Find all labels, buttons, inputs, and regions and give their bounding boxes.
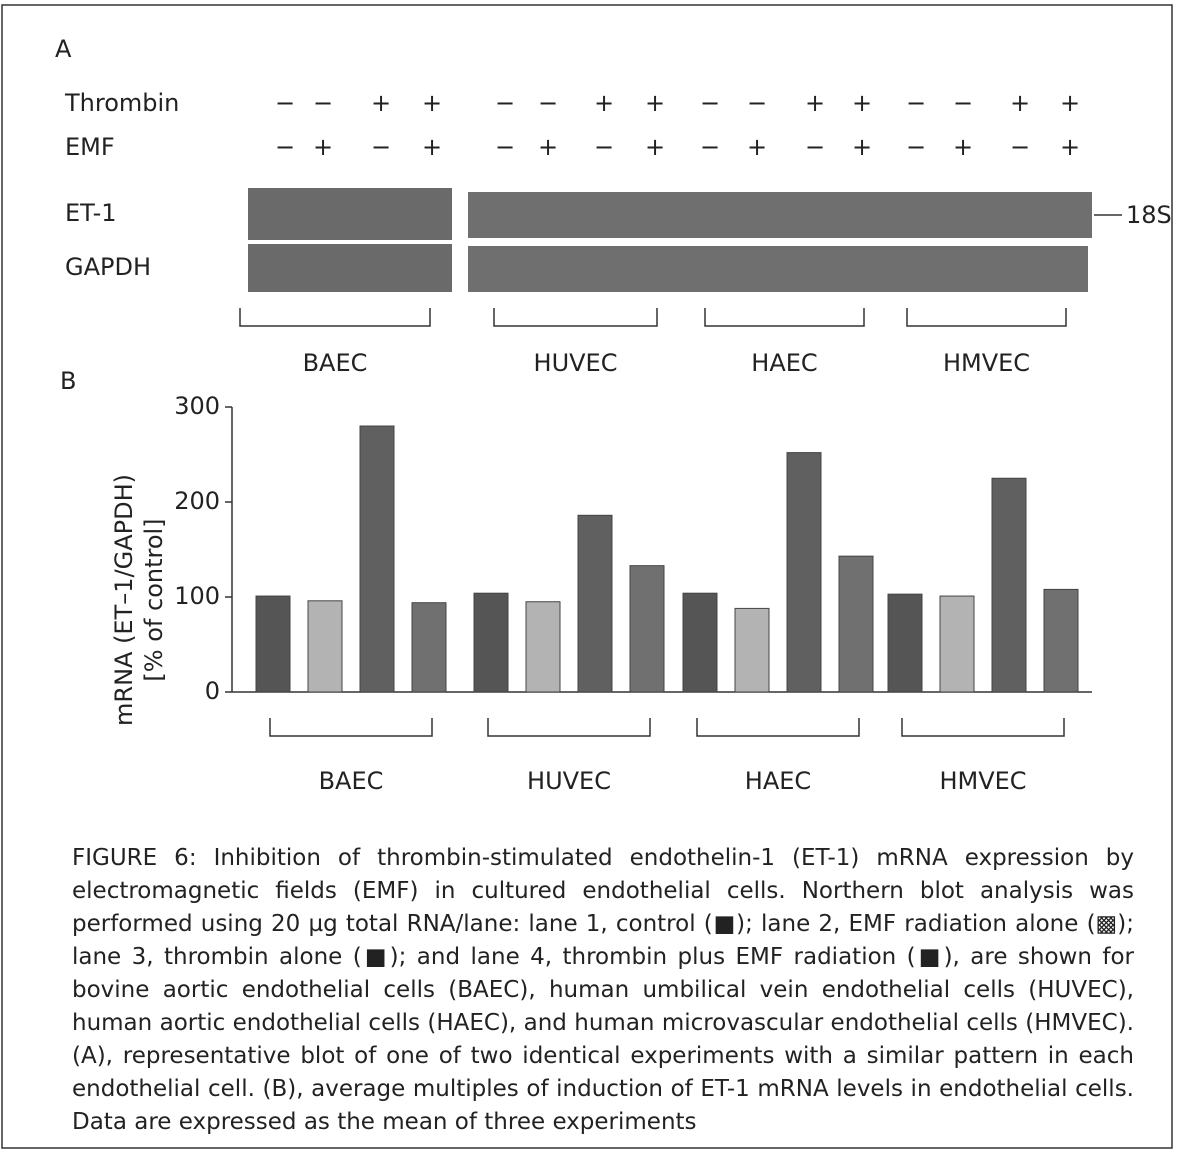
lane-sign: + (313, 133, 333, 161)
y-tick-label: 0 (205, 677, 220, 705)
bar (1044, 589, 1078, 692)
lane-sign: + (852, 89, 872, 117)
group-label: HMVEC (943, 349, 1030, 377)
bracket (240, 308, 430, 326)
y-tick-label: 100 (174, 582, 220, 610)
lane-sign: + (594, 89, 614, 117)
lane-sign: − (747, 89, 767, 117)
lane-sign: − (495, 89, 515, 117)
bar (578, 515, 612, 692)
lane-sign: + (645, 133, 665, 161)
bar (412, 603, 446, 692)
bar (839, 556, 873, 692)
panel-label: B (60, 367, 76, 395)
row-label: EMF (65, 133, 115, 161)
group-label: BAEC (303, 349, 368, 377)
bar (360, 426, 394, 692)
bar (683, 593, 717, 692)
lane-sign: + (422, 133, 442, 161)
lane-sign: − (906, 89, 926, 117)
x-tick-label: HMVEC (939, 767, 1026, 795)
panel-label: A (55, 35, 72, 63)
bracket (270, 718, 432, 736)
x-tick-label: BAEC (319, 767, 384, 795)
lane-sign: − (495, 133, 515, 161)
bar (256, 596, 290, 692)
lane-sign: − (700, 133, 720, 161)
lane-sign: + (1060, 89, 1080, 117)
group-label: HAEC (751, 349, 817, 377)
lane-sign: − (275, 89, 295, 117)
blot-band (468, 246, 1088, 292)
blot-band (468, 192, 1092, 238)
lane-sign: + (538, 133, 558, 161)
lane-sign: − (906, 133, 926, 161)
lane-sign: + (747, 133, 767, 161)
bar (992, 478, 1026, 692)
y-tick-label: 200 (174, 487, 220, 515)
blot-label: ET-1 (65, 199, 117, 227)
page: A B 18S mRNA (ET–1/GAPDH) [% of control]… (0, 0, 1183, 1154)
row-label: Thrombin (64, 89, 179, 117)
caption: FIGURE 6: Inhibition of thrombin-stimula… (72, 842, 1134, 1139)
lane-sign: + (422, 89, 442, 117)
bar (940, 596, 974, 692)
lane-sign: + (645, 89, 665, 117)
bar (474, 593, 508, 692)
lane-sign: − (594, 133, 614, 161)
y-tick-label: 300 (174, 392, 220, 420)
y-axis-label: [% of control] (140, 518, 168, 681)
y-axis-label: mRNA (ET–1/GAPDH) (110, 474, 138, 726)
lane-sign: − (371, 133, 391, 161)
bar (630, 566, 664, 692)
bracket (494, 308, 657, 326)
lane-sign: + (1060, 133, 1080, 161)
x-tick-label: HAEC (745, 767, 811, 795)
group-label: HUVEC (534, 349, 618, 377)
bracket (705, 308, 864, 326)
bar (308, 601, 342, 692)
lane-sign: − (313, 89, 333, 117)
lane-sign: + (953, 133, 973, 161)
lane-sign: + (852, 133, 872, 161)
bar (888, 594, 922, 692)
marker-label: 18S (1126, 201, 1172, 229)
lane-sign: − (538, 89, 558, 117)
bar (526, 602, 560, 692)
lane-sign: − (953, 89, 973, 117)
bracket (488, 718, 650, 736)
lane-sign: + (371, 89, 391, 117)
blot-band (248, 188, 452, 240)
bar (787, 453, 821, 692)
bar (735, 608, 769, 692)
lane-sign: + (805, 89, 825, 117)
blot-label: GAPDH (65, 253, 151, 281)
blot-band (248, 244, 452, 292)
lane-sign: − (805, 133, 825, 161)
bracket (902, 718, 1064, 736)
lane-sign: − (1010, 133, 1030, 161)
lane-sign: − (275, 133, 295, 161)
lane-sign: − (700, 89, 720, 117)
lane-sign: + (1010, 89, 1030, 117)
x-tick-label: HUVEC (527, 767, 611, 795)
bracket (907, 308, 1066, 326)
bracket (697, 718, 859, 736)
